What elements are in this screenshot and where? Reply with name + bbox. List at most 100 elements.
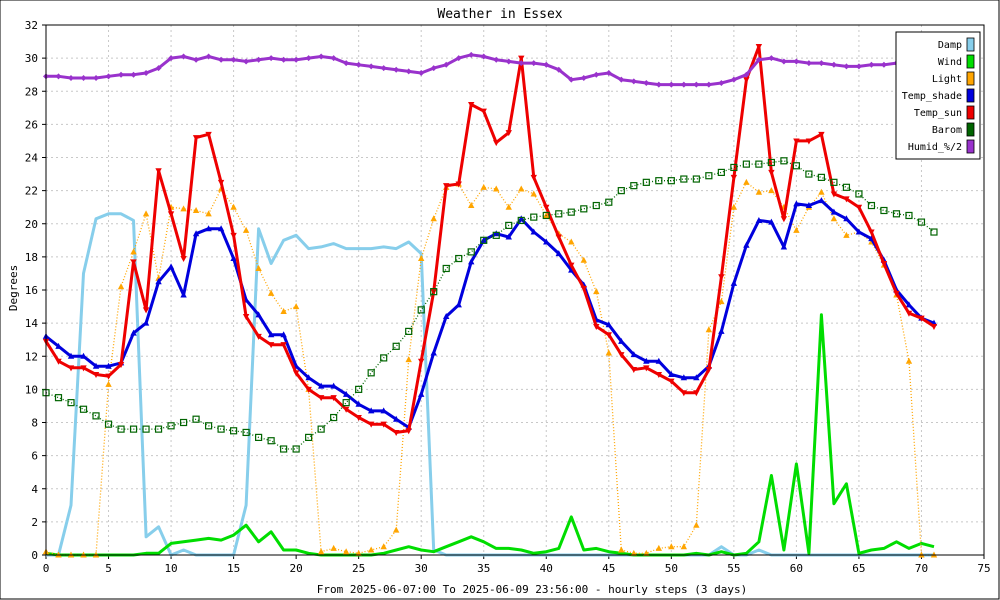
data-point-temp-shade (192, 230, 200, 237)
data-point-barom (380, 354, 388, 362)
data-point-humid-2 (355, 61, 362, 68)
data-point-temp-sun (568, 262, 575, 269)
data-point-humid-2 (405, 68, 412, 75)
plot-series (42, 44, 938, 558)
legend-swatch (966, 54, 975, 69)
data-point-barom (117, 425, 125, 433)
data-point-temp-shade (367, 407, 375, 414)
data-point-barom (567, 208, 575, 216)
data-point-light (380, 543, 387, 550)
data-point-barom (154, 425, 163, 433)
data-point-barom (217, 425, 225, 433)
x-tick-label: 20 (290, 562, 303, 575)
data-point-barom (542, 211, 550, 220)
data-point-temp-shade (805, 202, 813, 209)
data-point-humid-2 (218, 56, 225, 63)
data-point-light (693, 521, 700, 528)
data-point-barom (867, 201, 876, 210)
data-point-light (205, 210, 212, 217)
data-point-temp-sun (555, 234, 562, 241)
data-point-humid-2 (818, 60, 825, 67)
y-tick-label: 20 (25, 218, 38, 231)
data-point-temp-sun (880, 261, 888, 267)
data-point-barom (855, 190, 863, 198)
data-point-barom (892, 210, 901, 218)
legend-swatch (966, 37, 975, 52)
data-point-barom (705, 172, 713, 180)
y-axis-label: Degrees (7, 265, 20, 311)
data-point-temp-shade (280, 331, 287, 338)
data-point-temp-shade (730, 279, 738, 286)
data-point-temp-shade (630, 351, 638, 358)
legend-swatch (966, 139, 975, 154)
data-point-light (367, 546, 375, 553)
data-point-temp-shade (793, 200, 800, 207)
x-tick-label: 35 (477, 562, 490, 575)
legend-entry-wind: Wind (938, 54, 975, 69)
data-point-temp-shade (430, 349, 437, 356)
data-point-barom (192, 415, 200, 423)
data-point-light (630, 549, 638, 556)
data-point-temp-sun (280, 342, 287, 349)
data-point-temp-shade (205, 225, 212, 232)
data-point-temp-sun (405, 428, 412, 435)
data-point-barom (480, 236, 488, 244)
data-point-temp-shade (643, 357, 650, 364)
data-point-barom (129, 425, 138, 433)
data-point-barom (430, 288, 438, 296)
data-point-humid-2 (493, 56, 500, 63)
data-point-light (830, 215, 838, 222)
data-point-light (405, 356, 412, 363)
x-tick-label: 75 (977, 562, 990, 575)
data-point-light (192, 207, 200, 213)
y-tick-label: 28 (25, 85, 38, 98)
y-tick-label: 16 (25, 284, 38, 297)
x-tick-label: 15 (227, 562, 240, 575)
data-point-temp-sun (730, 174, 738, 181)
data-point-humid-2 (630, 78, 637, 85)
data-point-humid-2 (55, 73, 62, 80)
data-point-light (680, 543, 688, 550)
series-wind (45, 313, 935, 557)
data-point-temp-shade (92, 362, 100, 369)
data-point-barom (505, 221, 513, 230)
data-point-temp-shade (455, 301, 462, 308)
x-tick-label: 10 (164, 562, 177, 575)
data-point-temp-shade (555, 250, 562, 257)
data-point-barom (605, 198, 613, 206)
data-point-light (605, 349, 612, 356)
data-point-barom (455, 254, 463, 263)
data-point-light (180, 205, 187, 212)
data-point-temp-sun (655, 371, 663, 378)
data-point-light (593, 288, 600, 295)
data-point-temp-shade (543, 238, 550, 245)
data-point-temp-sun (142, 307, 150, 314)
data-point-barom (405, 327, 413, 336)
y-tick-label: 4 (31, 483, 38, 496)
data-point-temp-sun (630, 367, 638, 373)
data-point-temp-shade (67, 352, 75, 359)
y-tick-label: 30 (25, 52, 38, 65)
data-point-humid-2 (330, 55, 337, 62)
x-tick-label: 50 (665, 562, 678, 575)
data-point-humid-2 (455, 55, 462, 62)
data-point-light (530, 190, 537, 197)
data-point-humid-2 (155, 65, 162, 72)
data-point-temp-sun (67, 365, 75, 372)
data-point-temp-shade (618, 337, 625, 344)
data-point-temp-sun (418, 358, 425, 365)
data-point-light (255, 264, 262, 271)
data-point-temp-shade (830, 208, 838, 215)
data-point-humid-2 (505, 58, 512, 65)
data-point-temp-sun (918, 315, 925, 322)
data-point-humid-2 (668, 81, 675, 88)
data-point-barom (792, 162, 801, 170)
data-point-temp-sun (755, 44, 763, 51)
data-point-temp-sun (330, 395, 337, 402)
data-point-barom (717, 168, 725, 177)
legend-entry-temp-shade: Temp_shade (902, 88, 975, 103)
data-point-humid-2 (718, 79, 725, 86)
data-point-barom (417, 306, 425, 314)
data-point-temp-shade (105, 362, 112, 369)
data-point-temp-sun (868, 229, 875, 236)
